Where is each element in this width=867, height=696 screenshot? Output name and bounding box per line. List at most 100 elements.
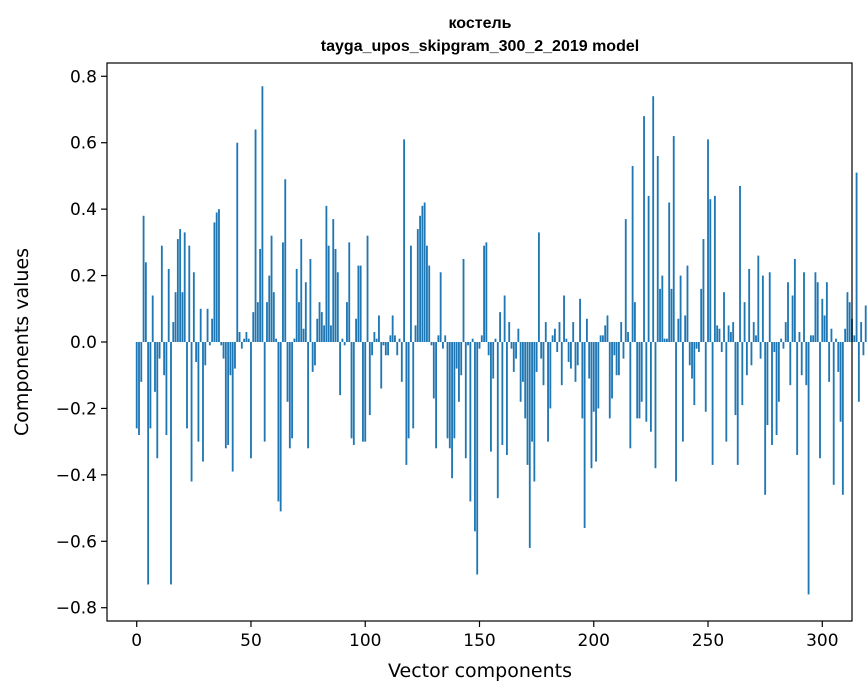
bar xyxy=(830,328,833,342)
bar xyxy=(800,342,803,376)
bar xyxy=(432,342,435,399)
bar xyxy=(727,325,730,342)
bar xyxy=(323,325,326,342)
bar xyxy=(531,342,533,442)
bar xyxy=(391,315,394,342)
bar xyxy=(213,222,216,342)
bar xyxy=(490,342,492,452)
bar xyxy=(565,338,568,342)
bar xyxy=(739,185,741,342)
bar xyxy=(524,342,527,419)
bar xyxy=(458,342,460,402)
bar xyxy=(218,209,220,342)
y-tick-label: 0.2 xyxy=(70,267,97,287)
bar xyxy=(755,335,757,342)
bar xyxy=(819,342,821,459)
bar xyxy=(775,342,778,435)
bar xyxy=(503,295,506,342)
bar xyxy=(757,255,760,342)
bar xyxy=(695,342,698,349)
bar xyxy=(156,342,159,459)
bar xyxy=(231,342,234,472)
bar xyxy=(679,275,682,342)
bar xyxy=(304,282,307,342)
bar xyxy=(812,335,815,342)
bar xyxy=(149,342,152,429)
bar xyxy=(282,242,284,342)
bar xyxy=(647,195,650,342)
bar xyxy=(272,292,275,342)
bar xyxy=(590,342,593,469)
y-tick-label: 0.4 xyxy=(70,200,97,220)
bar xyxy=(787,282,789,342)
bar xyxy=(394,335,396,342)
bar xyxy=(423,202,426,342)
bar xyxy=(254,129,257,342)
bar xyxy=(320,312,323,342)
bar xyxy=(764,342,767,495)
bar xyxy=(538,232,540,342)
bar xyxy=(437,335,440,342)
bar xyxy=(371,342,374,356)
bar xyxy=(848,302,851,342)
bar xyxy=(227,342,230,445)
bar xyxy=(467,342,469,346)
bar xyxy=(334,249,337,342)
bar xyxy=(597,342,600,409)
bar xyxy=(222,342,225,359)
bar xyxy=(656,156,659,342)
bar xyxy=(773,342,776,352)
bar xyxy=(560,342,563,386)
x-tick-label: 150 xyxy=(463,631,495,651)
bar xyxy=(288,342,291,449)
bar xyxy=(686,265,689,342)
bar xyxy=(142,215,145,342)
bar xyxy=(300,239,303,342)
bar xyxy=(832,342,835,485)
bar xyxy=(519,342,522,402)
bar xyxy=(750,342,753,366)
bar xyxy=(355,318,358,342)
bar xyxy=(501,342,504,445)
bar xyxy=(661,275,664,342)
bar xyxy=(277,342,280,502)
bar xyxy=(455,342,458,369)
bar xyxy=(549,342,552,409)
bar xyxy=(357,265,360,342)
chart-subtitle: tayga_upos_skipgram_300_2_2019 model xyxy=(321,38,639,55)
bar xyxy=(311,342,314,372)
bar xyxy=(469,342,472,502)
x-tick-label: 50 xyxy=(240,631,262,651)
bar xyxy=(426,245,428,342)
bar xyxy=(857,342,860,402)
bar xyxy=(613,342,616,356)
bar xyxy=(803,272,805,342)
bar xyxy=(640,342,643,402)
bar xyxy=(138,342,140,435)
bar xyxy=(718,328,721,342)
bar xyxy=(183,232,186,342)
bar xyxy=(835,338,837,342)
bar xyxy=(595,342,597,462)
bar xyxy=(583,342,586,528)
bar xyxy=(526,342,529,465)
bar xyxy=(330,325,332,342)
bar xyxy=(250,342,252,459)
bar xyxy=(512,342,515,372)
bar xyxy=(846,292,849,342)
bar xyxy=(542,342,545,386)
bar xyxy=(453,342,456,439)
bar xyxy=(624,219,627,342)
bar xyxy=(604,325,607,342)
bar xyxy=(460,342,463,376)
bar xyxy=(700,288,703,342)
bar xyxy=(576,342,579,366)
bar xyxy=(448,342,451,449)
x-axis-label: Vector components xyxy=(388,660,572,682)
bar xyxy=(837,342,840,372)
bar xyxy=(823,315,826,342)
bar xyxy=(435,342,437,449)
bar xyxy=(631,165,634,342)
bar xyxy=(398,338,401,342)
bar xyxy=(622,342,625,359)
